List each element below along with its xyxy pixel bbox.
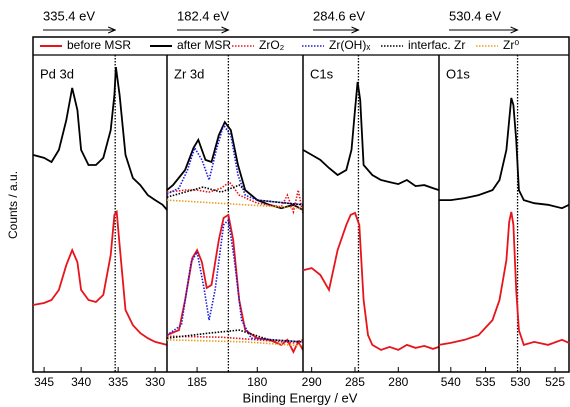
panel-title: O1s [446,66,470,81]
spectrum-line [438,211,570,347]
x-tick-label: 335 [108,375,128,389]
reference-label: 335.4 eV [43,8,95,23]
x-axis-label: Binding Energy / eV [243,390,358,405]
spectrum-line [166,339,304,347]
spectrum-line [439,97,570,210]
spectrum-line [32,209,168,346]
y-axis-label: Counts / a.u. [6,171,20,239]
panel-title: C1s [310,66,334,81]
legend-label: before MSR [67,38,131,52]
legend-label: after MSR [177,38,231,52]
legend-label: ZrO₂ [259,38,285,52]
spectrum-line [166,184,304,206]
x-tick-label: 345 [34,375,54,389]
x-tick-label: 340 [71,375,91,389]
spectrum-line [166,199,304,209]
legend-label: Zr(OH)ₓ [329,38,370,52]
spectrum-line [166,180,304,215]
x-tick-label: 280 [388,375,408,389]
spectrum-line [166,329,304,343]
panel-title: Zr 3d [174,66,204,81]
x-tick-label: 535 [476,375,496,389]
spectrum-line [302,81,440,191]
reference-label: 284.6 eV [313,8,365,23]
spectrum-line [166,335,304,344]
x-tick-label: 525 [545,375,565,389]
reference-label: 182.4 eV [177,8,229,23]
spectrum-line [166,213,304,354]
legend-label: Zr⁰ [503,38,519,52]
reference-label: 530.4 eV [449,8,501,23]
x-tick-label: 180 [247,375,267,389]
x-tick-label: 330 [145,375,165,389]
x-tick-label: 285 [345,375,365,389]
spectrum-line [166,218,304,343]
x-tick-label: 540 [441,375,461,389]
spectrum-line [166,123,304,206]
spectrum-line [166,120,304,211]
spectrum-line [302,211,440,351]
x-tick-label: 290 [302,375,322,389]
spectrum-line [32,66,168,211]
x-tick-label: 530 [510,375,530,389]
legend-label: interfac. Zr [408,38,465,52]
x-tick-label: 185 [187,375,207,389]
panel-title: Pd 3d [40,66,74,81]
frame [32,36,570,373]
